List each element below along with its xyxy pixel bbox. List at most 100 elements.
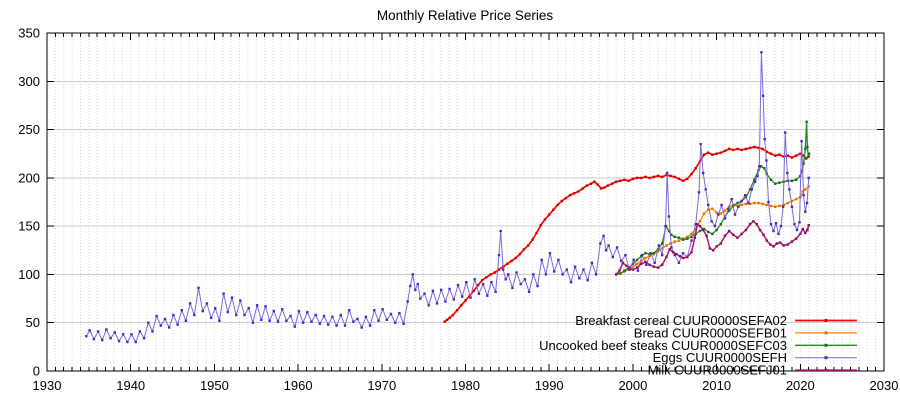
series-line-eggs [85, 51, 810, 343]
data-point [702, 171, 705, 175]
y-tick-label: 0 [33, 364, 40, 379]
data-point [795, 228, 799, 232]
data-point [255, 304, 259, 307]
data-point [285, 319, 288, 322]
data-point [656, 250, 660, 253]
data-point [88, 329, 91, 332]
data-point [481, 279, 484, 282]
legend-sample-marker [824, 331, 828, 335]
x-tick-label: 1970 [367, 378, 396, 393]
data-point [801, 227, 804, 231]
data-point [625, 264, 628, 267]
data-point [711, 232, 714, 236]
data-point [790, 156, 794, 159]
data-point [806, 145, 809, 149]
data-point [761, 147, 764, 151]
x-tick-label: 1990 [535, 378, 564, 393]
data-point [769, 152, 773, 155]
data-point [740, 203, 743, 207]
data-point [794, 178, 798, 181]
data-point [640, 259, 643, 263]
data-point [645, 263, 648, 266]
data-point [394, 321, 397, 324]
data-point [585, 184, 589, 187]
data-point [623, 178, 626, 181]
data-point [807, 152, 811, 155]
data-point [544, 273, 548, 276]
data-point [696, 223, 699, 226]
data-point [769, 243, 772, 246]
data-point [226, 310, 229, 314]
data-point [568, 194, 572, 197]
data-point [631, 265, 635, 268]
data-point [686, 237, 689, 240]
data-point [704, 188, 707, 191]
data-point [712, 249, 715, 252]
data-point [615, 246, 619, 249]
data-point [635, 266, 639, 269]
data-point [690, 172, 693, 176]
data-point [561, 273, 564, 276]
data-point [707, 151, 710, 154]
data-point [497, 268, 501, 271]
data-point [719, 151, 722, 154]
data-point [719, 223, 722, 226]
data-point [193, 313, 196, 317]
data-point [782, 244, 785, 247]
data-point [664, 224, 667, 228]
data-point [678, 254, 681, 258]
data-point [460, 304, 463, 307]
data-point [621, 261, 625, 264]
data-point [720, 203, 723, 207]
x-tick-label: 1930 [33, 378, 62, 393]
legend-label: Milk CUUR0000SEFJ01 [648, 363, 787, 378]
data-point [710, 220, 713, 223]
data-point [804, 188, 807, 191]
data-point [606, 184, 609, 187]
data-point [627, 179, 630, 182]
legend-row: Uncooked beef steaks CUUR0000SEFC03 [539, 338, 857, 353]
data-point [243, 313, 246, 317]
data-point [698, 229, 702, 233]
data-point [804, 231, 807, 235]
data-point [456, 283, 460, 287]
data-point [670, 233, 673, 236]
data-point [805, 120, 808, 123]
data-point [486, 294, 489, 297]
data-point [373, 309, 376, 312]
data-point [281, 308, 284, 311]
data-point [423, 292, 426, 295]
data-point [707, 208, 710, 211]
data-point [790, 179, 794, 182]
data-point [690, 235, 693, 238]
data-point [732, 148, 735, 152]
data-point [101, 338, 104, 342]
data-point [485, 276, 488, 279]
data-point [779, 224, 783, 228]
data-point [677, 236, 681, 239]
data-point [705, 234, 708, 237]
data-point [677, 177, 681, 180]
data-point [802, 162, 805, 165]
legend-label: Eggs CUUR0000SEFH [653, 350, 787, 365]
data-series [85, 51, 811, 344]
data-point [331, 315, 334, 319]
legend-sample-marker [824, 368, 828, 372]
data-point [723, 234, 727, 237]
data-point [511, 286, 514, 290]
data-point [758, 228, 762, 232]
data-point [188, 302, 192, 305]
data-point [661, 242, 664, 245]
data-point [775, 242, 779, 245]
data-point [377, 319, 380, 322]
data-point [197, 286, 200, 290]
data-point [535, 231, 538, 235]
data-point [327, 323, 330, 326]
data-point [652, 175, 655, 179]
data-point [247, 307, 250, 310]
data-point [113, 331, 116, 334]
data-point [201, 309, 204, 313]
x-tick-label: 1940 [116, 378, 145, 393]
data-point [402, 322, 405, 325]
data-point [444, 300, 447, 303]
